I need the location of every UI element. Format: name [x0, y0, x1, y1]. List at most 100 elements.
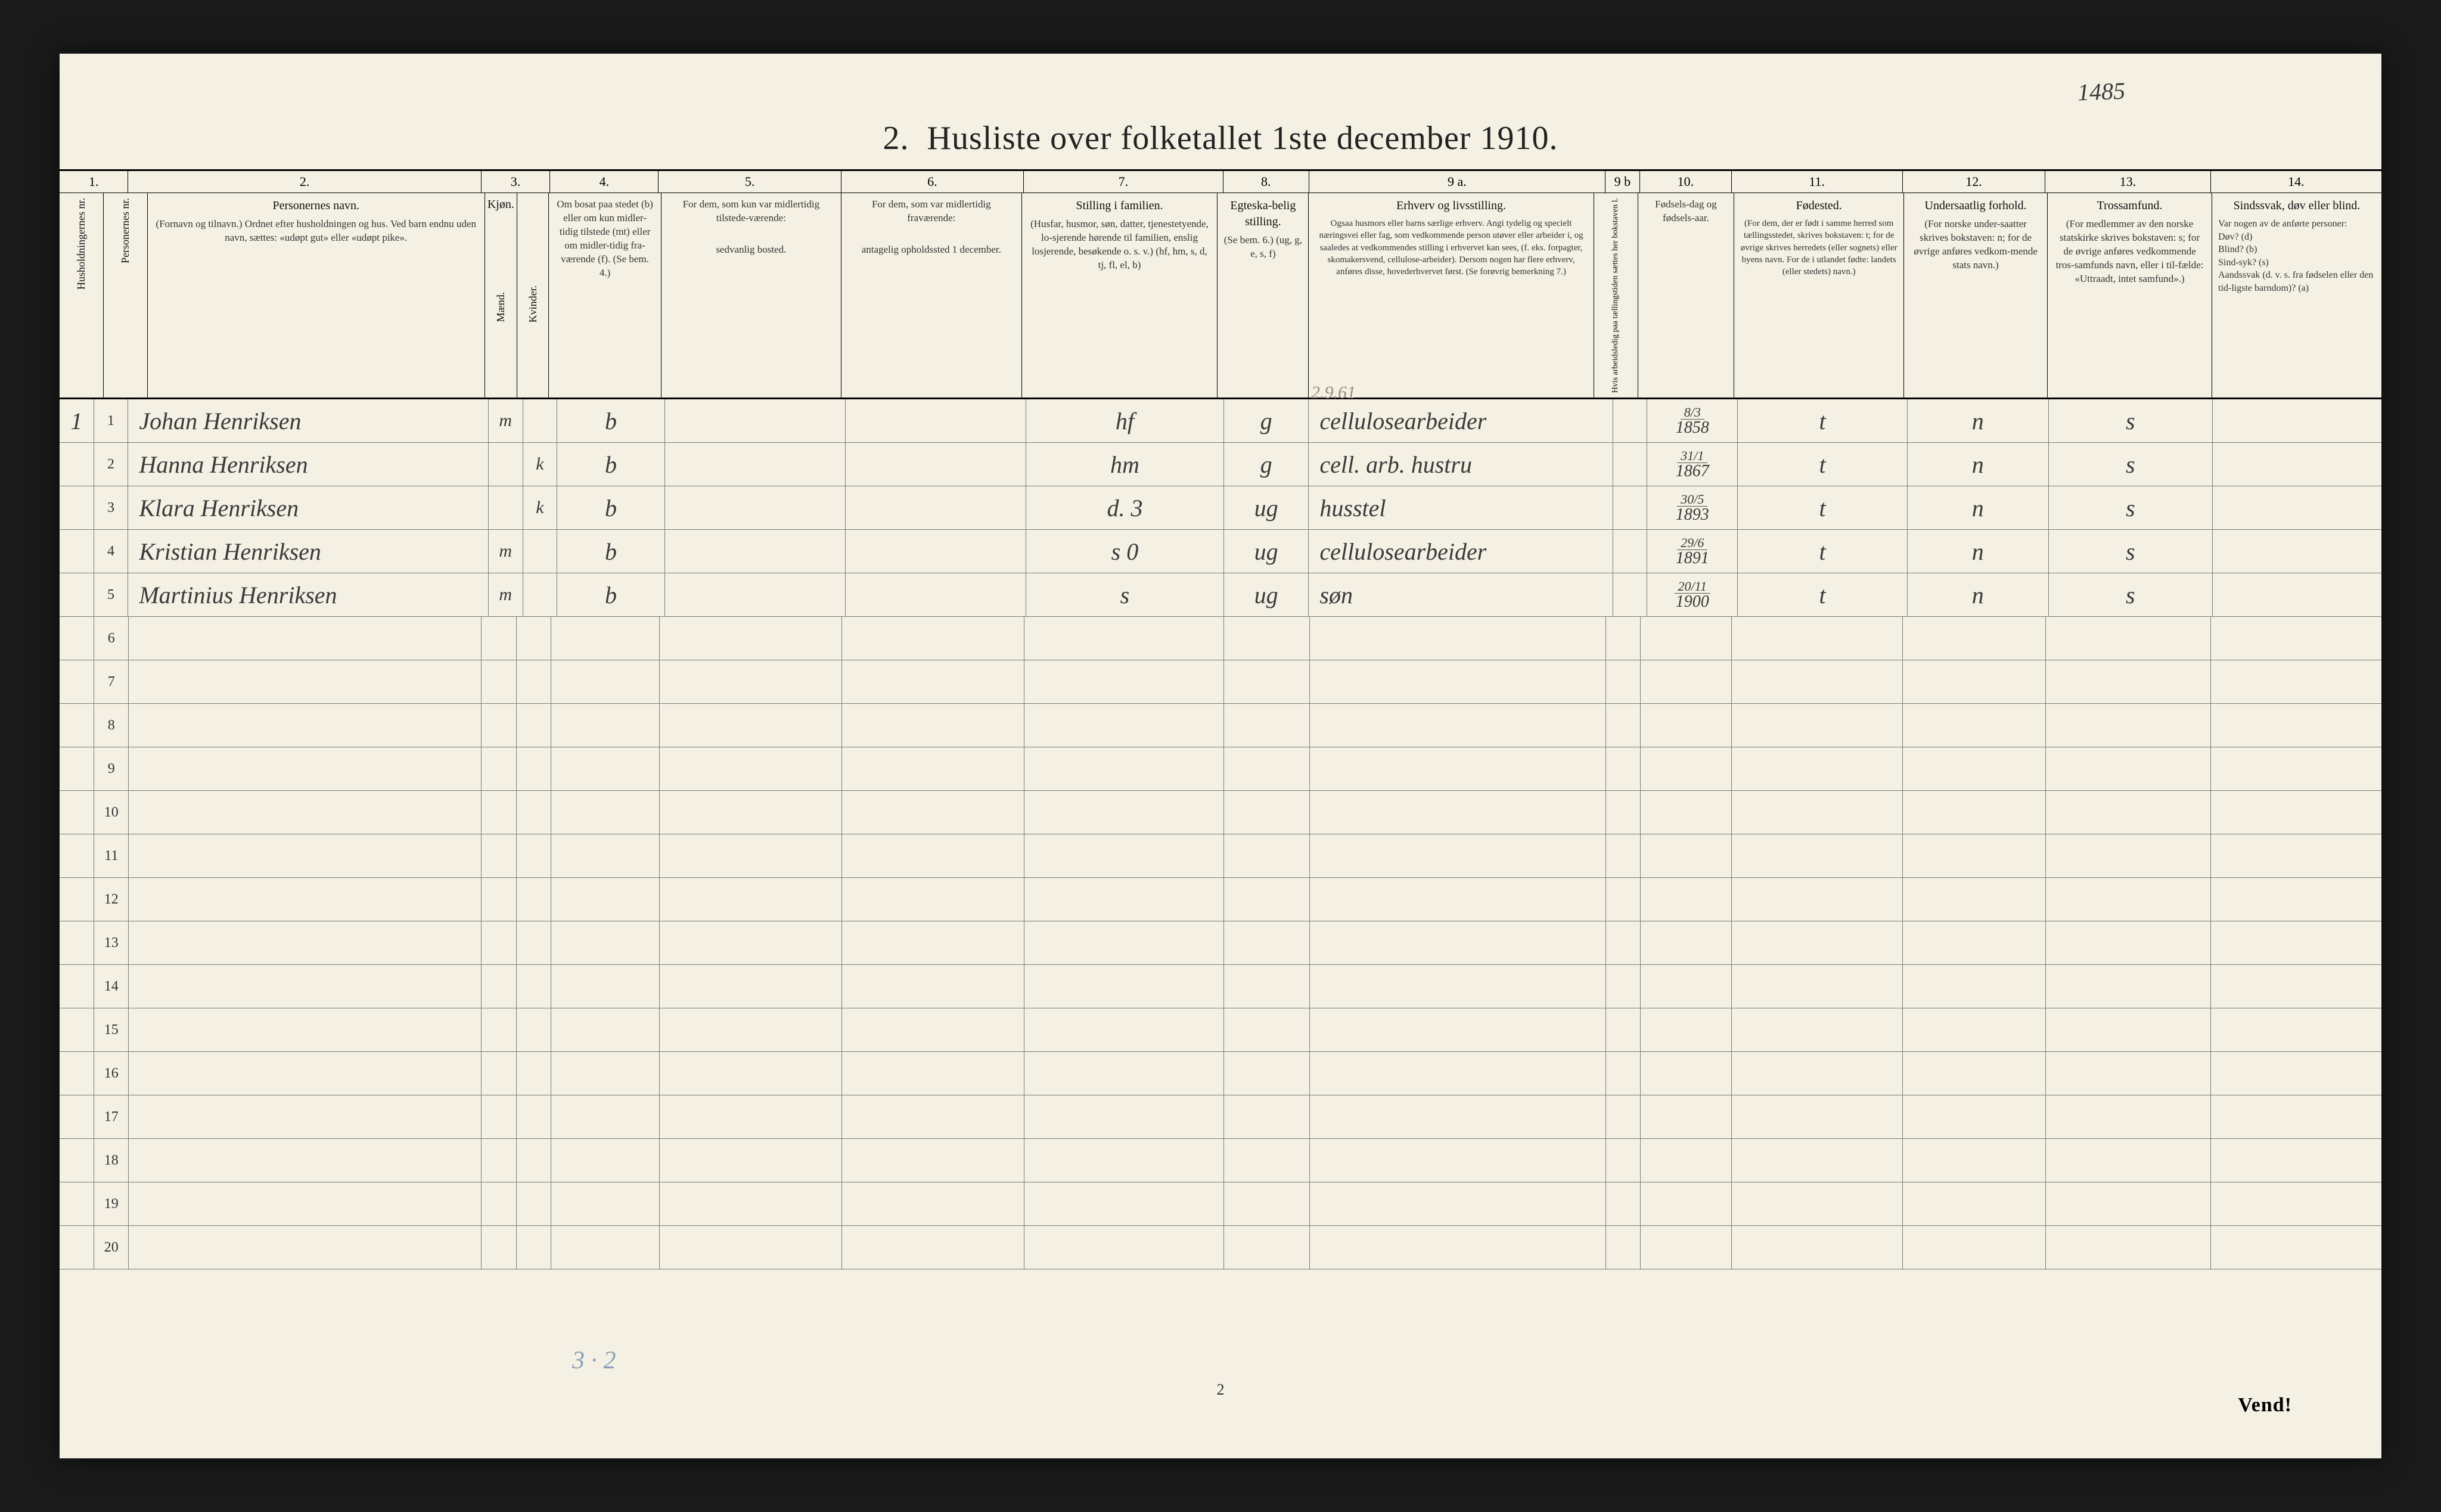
cell-empty — [128, 1139, 481, 1182]
colnum-12: 12. — [1902, 171, 2045, 193]
cell-empty — [1731, 791, 1902, 834]
colnum-3: 3. — [481, 171, 549, 193]
hdr-sex-k: Kvinder. — [517, 193, 549, 398]
cell-empty — [1024, 1095, 1223, 1138]
cell-empty — [1605, 1052, 1640, 1095]
cell-name: Martinius Henriksen — [128, 573, 488, 616]
cell-empty — [1605, 704, 1640, 747]
cell-residence: b — [557, 399, 664, 442]
cell-empty — [1024, 1139, 1223, 1182]
cell-empty — [1309, 617, 1605, 660]
cell-empty — [551, 704, 659, 747]
table-row: 3Klara Henriksenkbd. 3ughusstel30/51893t… — [60, 486, 2381, 530]
cell-empty — [2045, 617, 2210, 660]
cell-religion: s — [2048, 399, 2212, 442]
title-number: 2. — [883, 120, 909, 157]
colnum-7: 7. — [1023, 171, 1223, 193]
cell-empty — [1309, 834, 1605, 877]
cell-empty — [2210, 617, 2381, 660]
table-row-empty: 7 — [60, 660, 2381, 704]
cell-family-pos: hm — [1026, 443, 1223, 486]
cell-person-nr: 15 — [94, 1008, 128, 1051]
cell-empty — [1902, 1139, 2045, 1182]
cell-empty — [1902, 1052, 2045, 1095]
cell-occupation: cell. arb. hustru — [1308, 443, 1612, 486]
cell-empty — [841, 747, 1024, 790]
cell-empty — [1640, 791, 1732, 834]
cell-empty — [1309, 791, 1605, 834]
cell-empty — [551, 617, 659, 660]
cell-empty — [2210, 834, 2381, 877]
cell-birthdate: 20/111900 — [1647, 573, 1737, 616]
cell-empty — [1640, 660, 1732, 703]
cell-empty — [659, 617, 841, 660]
cell-unemployed — [1613, 530, 1647, 573]
cell-empty — [1605, 834, 1640, 877]
cell-person-nr: 16 — [94, 1052, 128, 1095]
cell-empty — [1731, 834, 1902, 877]
cell-empty — [1309, 747, 1605, 790]
colnum-6: 6. — [841, 171, 1023, 193]
cell-empty — [481, 704, 515, 747]
cell-person-nr: 1 — [94, 399, 128, 442]
cell-empty — [1731, 1008, 1902, 1051]
table-row-empty: 12 — [60, 878, 2381, 921]
cell-empty — [2045, 878, 2210, 921]
title-text: Husliste over folketallet 1ste december … — [927, 120, 1558, 157]
cell-empty — [516, 1052, 551, 1095]
cell-empty — [1309, 1226, 1605, 1269]
cell-empty — [1731, 1052, 1902, 1095]
cell-empty — [516, 791, 551, 834]
table-row: 2Hanna Henriksenkbhmgcell. arb. hustru31… — [60, 443, 2381, 486]
cell-empty — [516, 921, 551, 964]
data-body: 2.9.61 11Johan Henriksenmbhfgcellulosear… — [60, 399, 2381, 1269]
cell-person-nr: 13 — [94, 921, 128, 964]
cell-household-nr — [60, 704, 94, 747]
cell-empty — [1731, 617, 1902, 660]
cell-empty — [481, 617, 515, 660]
cell-occupation: søn — [1308, 573, 1612, 616]
cell-person-nr: 10 — [94, 791, 128, 834]
printed-page-number: 2 — [1217, 1381, 1225, 1399]
cell-birthplace: t — [1737, 530, 1906, 573]
table-row: 11Johan Henriksenmbhfgcellulosearbeider8… — [60, 399, 2381, 443]
cell-empty — [1605, 965, 1640, 1008]
cell-empty — [551, 747, 659, 790]
cell-empty — [2210, 1226, 2381, 1269]
cell-empty — [2045, 921, 2210, 964]
cell-empty — [2045, 1226, 2210, 1269]
cell-religion: s — [2048, 530, 2212, 573]
cell-empty — [1731, 878, 1902, 921]
cell-empty — [1024, 617, 1223, 660]
cell-empty — [516, 1182, 551, 1225]
cell-empty — [1640, 1008, 1732, 1051]
table-row-empty: 9 — [60, 747, 2381, 791]
cell-empty — [1223, 878, 1309, 921]
cell-empty — [128, 1226, 481, 1269]
cell-empty — [1640, 1052, 1732, 1095]
cell-household-nr — [60, 486, 94, 529]
cell-empty — [551, 834, 659, 877]
cell-empty — [1309, 921, 1605, 964]
cell-household-nr — [60, 1226, 94, 1269]
colnum-13: 13. — [2045, 171, 2210, 193]
cell-household-nr — [60, 443, 94, 486]
cell-empty — [128, 965, 481, 1008]
cell-person-nr: 14 — [94, 965, 128, 1008]
cell-birthdate: 31/11867 — [1647, 443, 1737, 486]
cell-nationality: n — [1907, 486, 2048, 529]
cell-empty — [1309, 1052, 1605, 1095]
cell-empty — [2045, 1095, 2210, 1138]
cell-empty — [1309, 878, 1605, 921]
cell-empty — [2045, 1052, 2210, 1095]
cell-residence: b — [557, 443, 664, 486]
cell-empty — [841, 791, 1024, 834]
cell-empty — [481, 921, 515, 964]
cell-empty — [551, 1008, 659, 1051]
cell-empty — [551, 1226, 659, 1269]
cell-empty — [659, 965, 841, 1008]
hdr-religion: Trossamfund. (For medlemmer av den norsk… — [2047, 193, 2212, 398]
table-row-empty: 11 — [60, 834, 2381, 878]
cell-occupation: cellulosearbeider — [1308, 399, 1612, 442]
cell-household-nr — [60, 573, 94, 616]
